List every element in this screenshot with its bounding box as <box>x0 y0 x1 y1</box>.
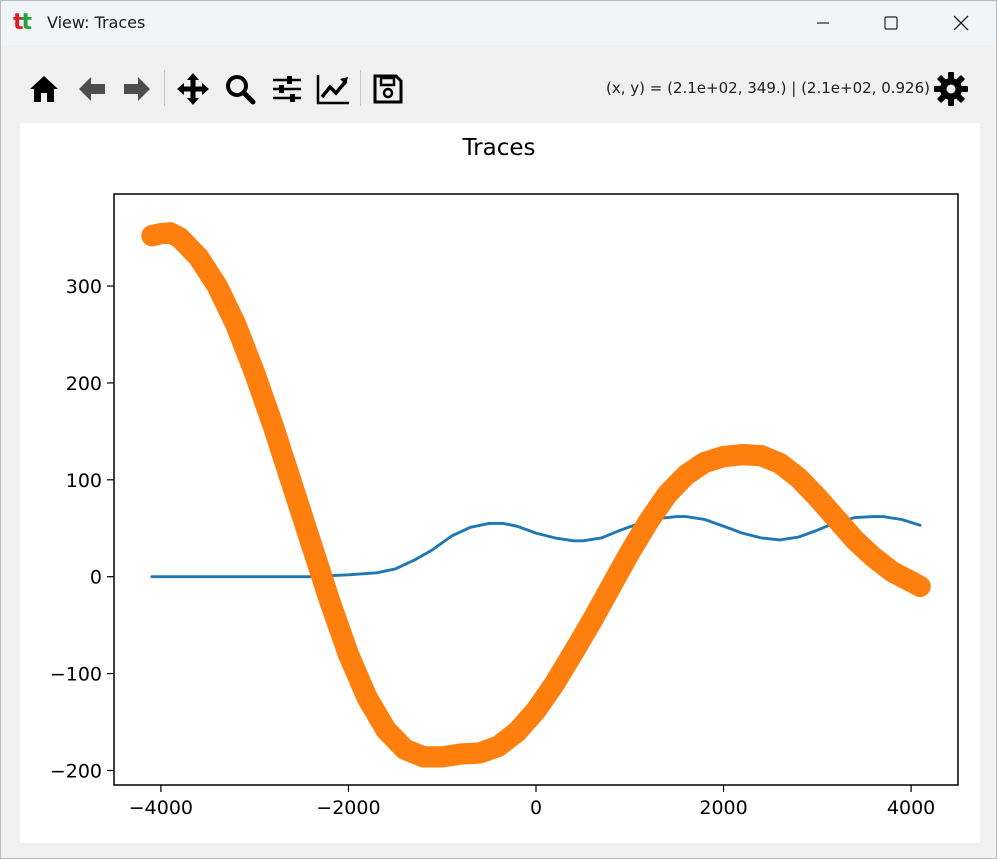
x-tick-label: 0 <box>530 797 542 819</box>
axes-button[interactable] <box>314 70 352 108</box>
forward-button[interactable] <box>118 70 156 108</box>
chart-title: Traces <box>462 135 536 161</box>
maximize-button[interactable] <box>856 1 926 45</box>
line-chart-icon <box>316 75 349 105</box>
gear-icon <box>934 72 968 106</box>
close-button[interactable] <box>926 1 996 45</box>
sliders-icon <box>273 76 301 102</box>
y-tick-label: 200 <box>66 373 102 395</box>
zoom-button[interactable] <box>221 70 259 108</box>
traces-chart[interactable]: Traces −4000 −2000 0 2000 4000 −200 −100 0 100 2… <box>20 123 980 843</box>
save-button[interactable] <box>369 70 407 108</box>
minimize-button[interactable] <box>788 1 858 45</box>
series-line-1 <box>141 222 931 768</box>
y-tick-label: 100 <box>66 470 102 492</box>
x-axis: −4000 −2000 0 2000 4000 <box>129 785 935 819</box>
toolbar-separator <box>360 70 361 106</box>
toolbar-separator <box>164 70 165 106</box>
window-title: View: Traces <box>47 13 146 32</box>
figure-canvas[interactable]: Traces −4000 −2000 0 2000 4000 −200 −100 0 100 2… <box>20 123 980 843</box>
arrow-right-icon <box>124 77 150 101</box>
pan-button[interactable] <box>174 70 212 108</box>
home-icon <box>30 76 58 102</box>
x-tick-label: −2000 <box>316 797 380 819</box>
app-logo-icon: tt <box>13 10 32 35</box>
y-tick-label: −200 <box>50 760 102 782</box>
x-tick-label: 4000 <box>887 797 935 819</box>
x-tick-label: 2000 <box>699 797 747 819</box>
y-tick-label: 300 <box>66 276 102 298</box>
cursor-coordinates: (x, y) = (2.1e+02, 349.) | (2.1e+02, 0.9… <box>606 79 930 97</box>
y-axis: −200 −100 0 100 200 300 <box>50 276 114 782</box>
title-bar[interactable]: tt View: Traces <box>1 1 996 45</box>
settings-button[interactable] <box>932 70 970 108</box>
y-tick-label: 0 <box>90 567 102 589</box>
home-button[interactable] <box>25 70 63 108</box>
close-icon <box>953 15 969 31</box>
floppy-disk-icon <box>373 74 403 104</box>
maximize-icon <box>884 16 898 30</box>
subplots-button[interactable] <box>268 70 306 108</box>
axes-frame <box>113 193 959 786</box>
series-line-0 <box>150 515 922 579</box>
back-button[interactable] <box>73 70 111 108</box>
series-layer <box>141 222 931 768</box>
x-tick-label: −4000 <box>129 797 193 819</box>
move-arrows-icon <box>177 73 209 105</box>
magnifier-icon <box>226 75 256 105</box>
y-tick-label: −100 <box>50 664 102 686</box>
navigation-toolbar: (x, y) = (2.1e+02, 349.) | (2.1e+02, 0.9… <box>1 45 996 123</box>
arrow-left-icon <box>79 77 105 101</box>
minimize-icon <box>817 22 829 24</box>
